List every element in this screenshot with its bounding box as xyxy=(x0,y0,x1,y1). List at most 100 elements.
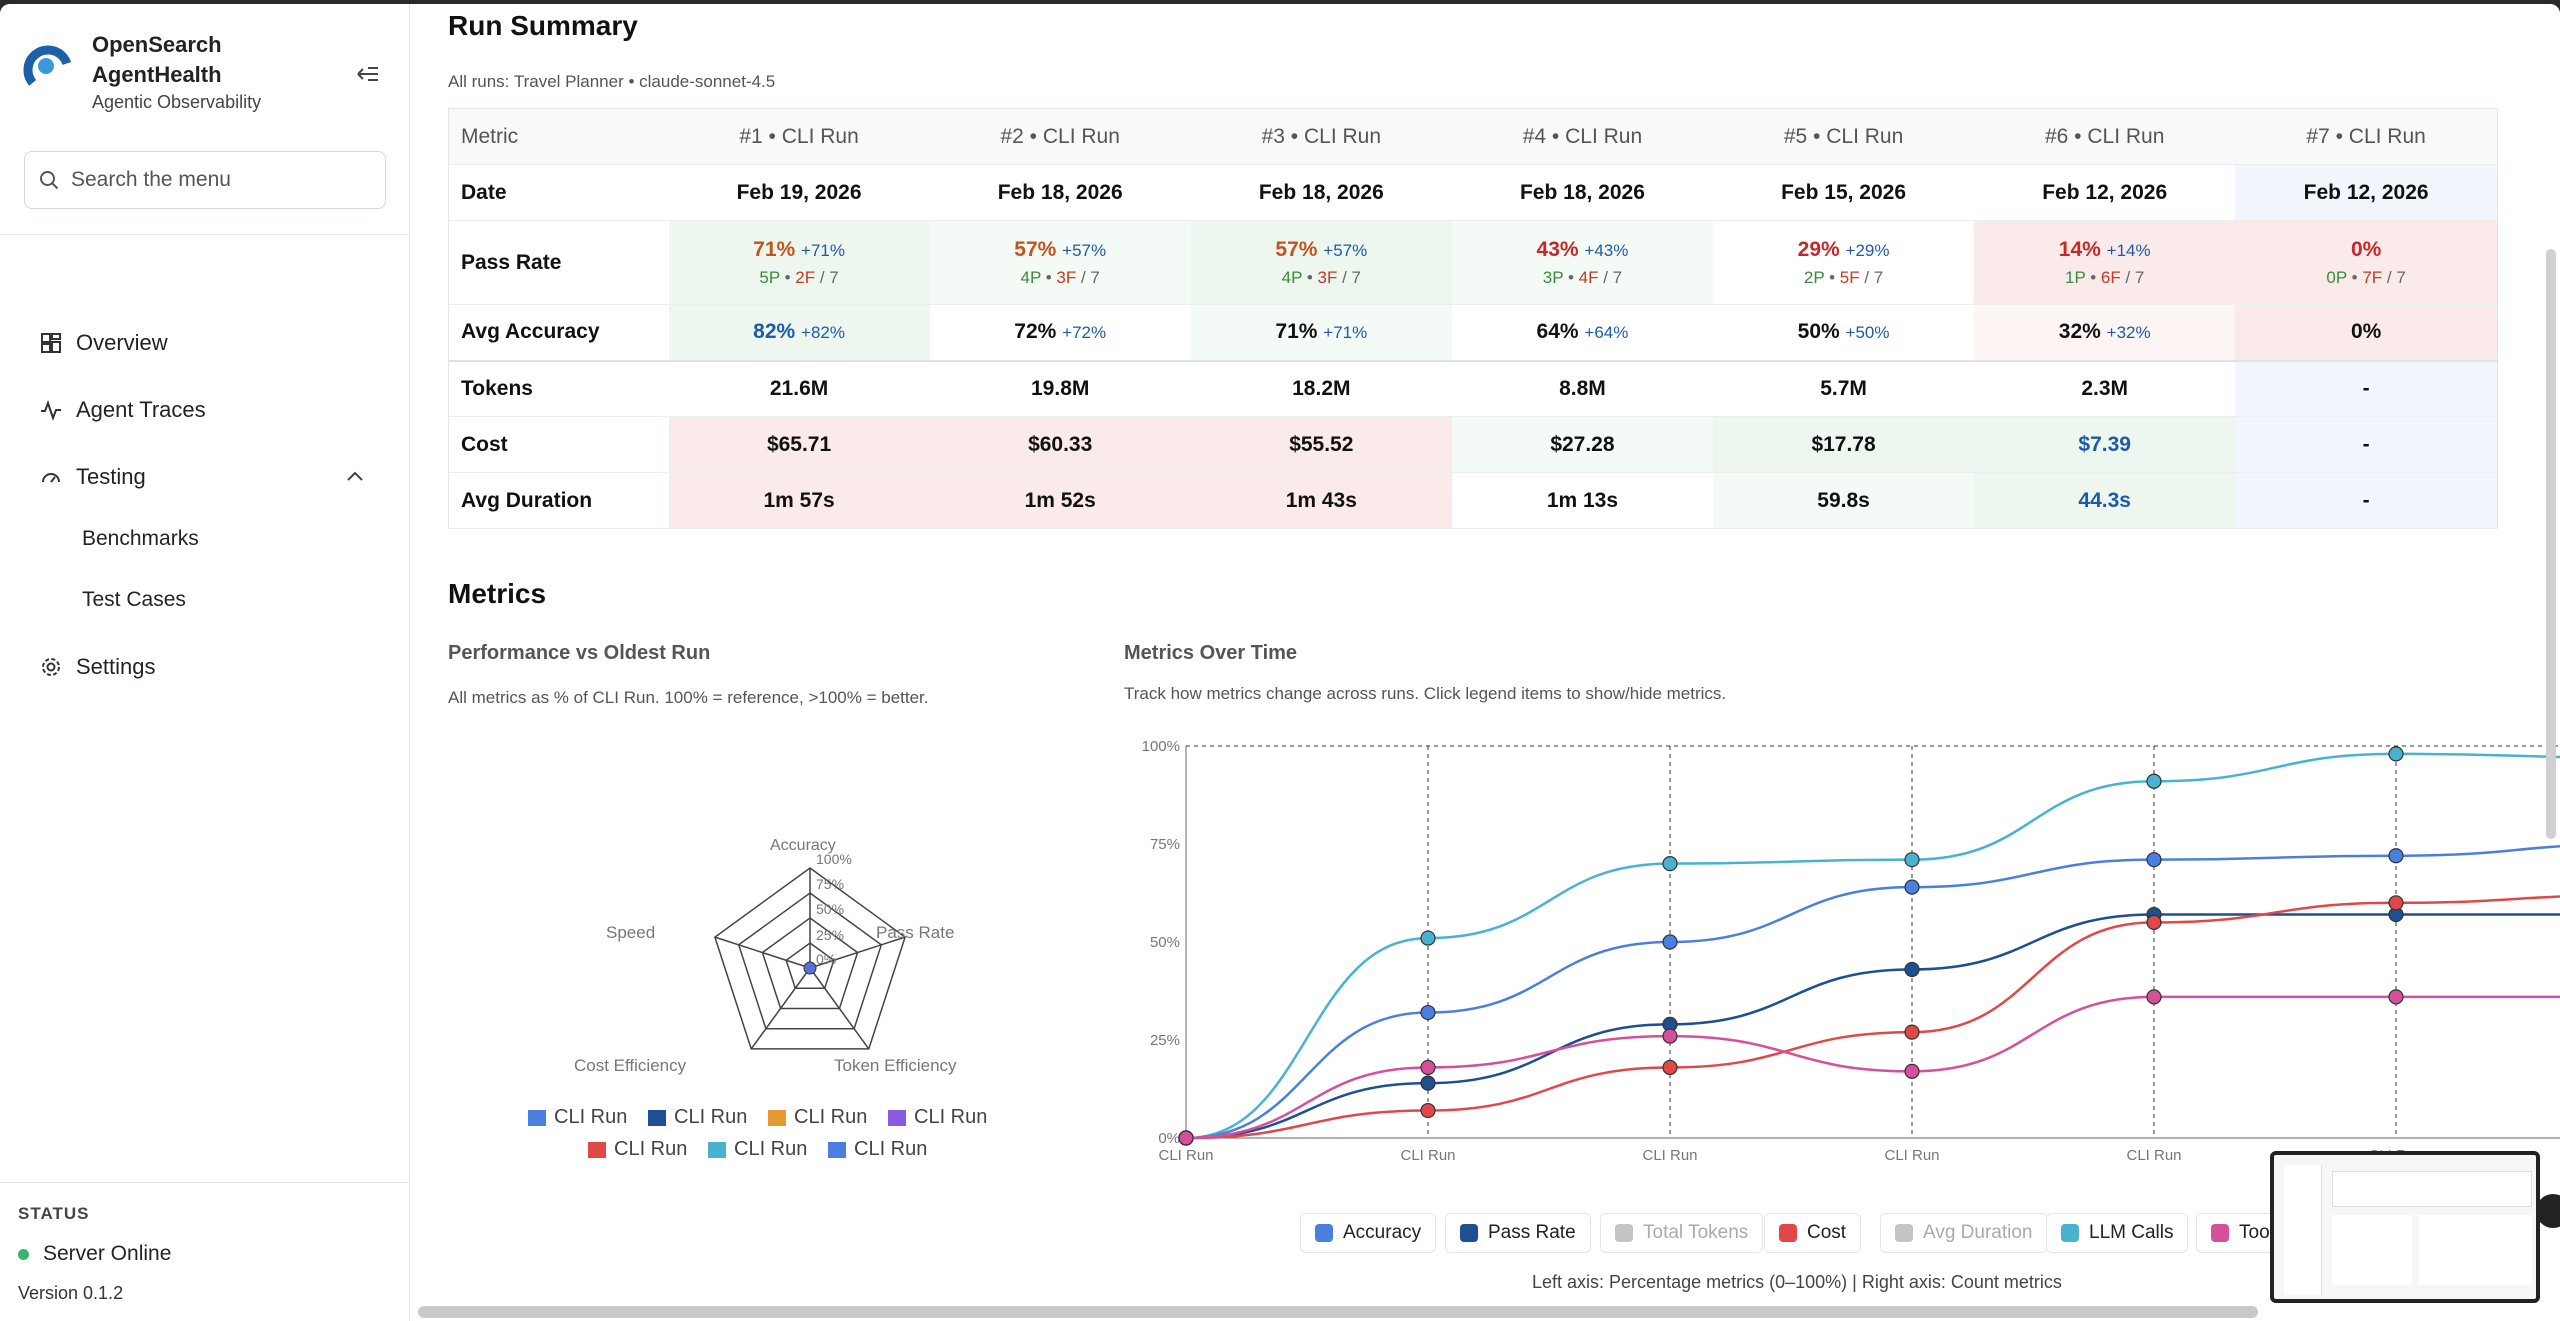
legend-swatch xyxy=(1315,1224,1333,1242)
pass-delta: +14% xyxy=(2106,240,2151,260)
radar-center-point xyxy=(803,961,817,975)
series-line-pass-rate xyxy=(1185,913,2560,1140)
legend-swatch xyxy=(888,1109,906,1126)
radar-subtitle: All metrics as % of CLI Run. 100% = refe… xyxy=(448,688,929,707)
floating-action-button[interactable] xyxy=(2536,1194,2560,1228)
data-point xyxy=(1904,1063,1920,1079)
data-point xyxy=(1662,856,1678,872)
accuracy-value: 64% xyxy=(1536,320,1579,344)
row-label: Cost xyxy=(448,416,669,473)
radar-legend-item[interactable]: CLI Run xyxy=(768,1106,867,1129)
legend-label: Cost xyxy=(1807,1222,1847,1243)
pass-delta: +57% xyxy=(1323,240,1368,260)
radar-axis-label: Token Efficiency xyxy=(834,1056,957,1075)
horizontal-scrollbar[interactable] xyxy=(418,1306,2258,1318)
legend-swatch xyxy=(768,1109,786,1126)
radar-legend-item[interactable]: CLI Run xyxy=(828,1138,927,1161)
legend-pass-rate[interactable]: Pass Rate xyxy=(1445,1213,1591,1253)
column-header: #4 • CLI Run xyxy=(1451,108,1713,165)
data-point xyxy=(1420,1059,1436,1076)
nav-agent-traces[interactable]: Agent Traces xyxy=(40,397,206,423)
table-cell: 82% +82% xyxy=(668,304,930,361)
fail-count: 5F xyxy=(1839,267,1860,287)
server-status: Server Online xyxy=(18,1242,171,1266)
data-point xyxy=(1420,930,1436,946)
accuracy-delta: +72% xyxy=(1062,323,1107,343)
row-label: Avg Duration xyxy=(448,472,669,529)
table-cell: Feb 15, 2026 xyxy=(1713,164,1975,221)
table-cell: 71% +71% xyxy=(1190,304,1452,361)
nav-testing[interactable]: Testing xyxy=(40,464,146,490)
data-point xyxy=(2388,989,2404,1005)
radar-legend-item[interactable]: CLI Run xyxy=(888,1106,987,1129)
y-tick-label: 75% xyxy=(1150,836,1180,853)
table-cell: Feb 19, 2026 xyxy=(668,164,930,221)
accuracy-value: 72% xyxy=(1014,320,1057,344)
data-point xyxy=(1904,961,1920,978)
y-tick-label: 0% xyxy=(1158,1130,1180,1147)
column-header: #1 • CLI Run xyxy=(668,108,930,165)
radar-legend-item[interactable]: CLI Run xyxy=(588,1138,687,1161)
chevron-up-icon[interactable] xyxy=(346,470,364,482)
fail-count: 3F xyxy=(1056,267,1077,287)
legend-label: Total Tokens xyxy=(1643,1222,1749,1243)
search-box[interactable] xyxy=(24,151,386,209)
nav-test-cases[interactable]: Test Cases xyxy=(82,588,186,611)
search-input[interactable] xyxy=(71,168,371,192)
total-count: / 7 xyxy=(1342,267,1361,287)
legend-avg-duration[interactable]: Avg Duration xyxy=(1880,1213,2048,1253)
x-tick-label: CLI Run xyxy=(1642,1147,1697,1164)
brand[interactable]: OpenSearch AgentHealth Agentic Observabi… xyxy=(22,30,261,113)
window-preview-thumbnail[interactable] xyxy=(2270,1151,2540,1303)
fail-count: 2F xyxy=(795,267,816,287)
collapse-sidebar-icon[interactable] xyxy=(354,62,382,86)
table-cell: Feb 12, 2026 xyxy=(1974,164,2236,221)
metrics-line-chart: 0% 25% 50% 75% 100% CLI Run CLI Run CLI Run CLI … xyxy=(1142,738,2560,1164)
nav-overview[interactable]: Overview xyxy=(40,330,168,356)
table-cell: 44.3s xyxy=(1974,472,2236,529)
pass-count: 2P xyxy=(1803,267,1825,287)
table-cell: 0% 0P • 7F / 7 xyxy=(2235,220,2498,305)
table-cell: Feb 18, 2026 xyxy=(1451,164,1713,221)
table-cell: 72% +72% xyxy=(929,304,1191,361)
radar-spoke xyxy=(809,967,870,1050)
radar-legend-item[interactable]: CLI Run xyxy=(528,1106,627,1129)
preview-table xyxy=(2332,1171,2532,1207)
radar-axis-label: Pass Rate xyxy=(876,923,954,942)
radar-tick: 25% xyxy=(816,927,844,943)
accuracy-value: 0% xyxy=(2350,320,2382,344)
table-cell: Feb 12, 2026 xyxy=(2235,164,2498,221)
data-point xyxy=(2146,989,2162,1005)
table-cell: 21.6M xyxy=(668,360,930,417)
radar-legend-item[interactable]: CLI Run xyxy=(708,1138,807,1161)
vertical-scrollbar[interactable] xyxy=(2546,249,2556,839)
accuracy-delta: +64% xyxy=(1584,323,1629,343)
radar-legend-item[interactable]: CLI Run xyxy=(648,1106,747,1129)
row-label: Date xyxy=(448,164,669,221)
legend-cost[interactable]: Cost xyxy=(1764,1213,1862,1253)
table-cell: $17.78 xyxy=(1713,416,1975,473)
data-point xyxy=(1662,934,1678,950)
radar-ring xyxy=(785,942,835,989)
accuracy-value: 32% xyxy=(2058,320,2101,344)
nav-settings-label: Settings xyxy=(76,654,156,679)
preview-sidebar xyxy=(2284,1165,2322,1295)
data-point xyxy=(2388,848,2404,864)
fail-count: 4F xyxy=(1578,267,1599,287)
legend-accuracy[interactable]: Accuracy xyxy=(1300,1213,1437,1253)
legend-total-tokens[interactable]: Total Tokens xyxy=(1600,1213,1764,1253)
legend-label: CLI Run xyxy=(914,1106,988,1128)
run-summary-title: Run Summary xyxy=(448,10,638,41)
legend-label: Pass Rate xyxy=(1488,1222,1576,1243)
nav-benchmarks[interactable]: Benchmarks xyxy=(82,527,199,550)
opensearch-logo-icon xyxy=(23,45,73,95)
dashboard-icon xyxy=(41,333,61,353)
legend-llm-calls[interactable]: LLM Calls xyxy=(2046,1213,2189,1253)
table-cell: 43% +43% 3P • 4F / 7 xyxy=(1451,220,1713,305)
data-point xyxy=(1420,1075,1436,1091)
data-point xyxy=(2388,746,2404,762)
nav-settings[interactable]: Settings xyxy=(40,654,156,680)
table-cell: 29% +29% 2P • 5F / 7 xyxy=(1713,220,1975,305)
legend-label: Accuracy xyxy=(1343,1222,1422,1243)
legend-swatch xyxy=(1779,1224,1797,1242)
